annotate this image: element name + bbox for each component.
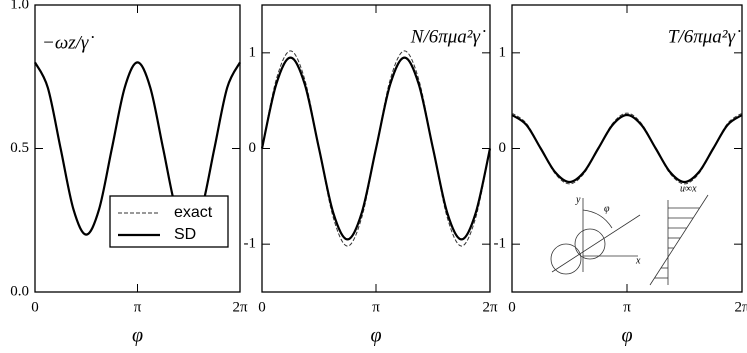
y-tick-label: -1 <box>244 236 257 252</box>
x-tick-label: 0 <box>508 299 516 315</box>
x-axis-label: φ <box>370 325 381 347</box>
series-line <box>261 50 491 247</box>
x-tick-label: 0 <box>258 299 266 315</box>
y-tick-label: 1 <box>499 44 507 60</box>
line-of-centres <box>551 214 641 273</box>
y-tick-label: 0 <box>249 140 257 156</box>
shear-profile <box>649 194 709 286</box>
x-tick-label: 2π <box>232 299 248 315</box>
inset-label: y <box>575 194 581 205</box>
x-axis-label: φ <box>132 325 143 347</box>
x-axis-label: φ <box>621 325 632 347</box>
panel-title: −ωz/γ̇ <box>42 32 94 53</box>
series-line <box>511 113 743 184</box>
inset-diagram <box>550 194 709 286</box>
y-tick-label: 1 <box>249 44 257 60</box>
inset-label: φ <box>604 203 610 214</box>
y-tick-label: -1 <box>494 236 507 252</box>
series-line <box>511 112 743 185</box>
y-tick-label: 0 <box>499 140 507 156</box>
series-line <box>260 56 492 241</box>
x-tick-label: 0 <box>31 299 39 315</box>
inset-label: u∞x <box>680 183 697 194</box>
inset-label: x <box>635 255 641 266</box>
sphere <box>550 243 582 275</box>
legend-label: exact <box>174 204 213 221</box>
x-tick-label: π <box>372 299 380 315</box>
y-tick-label: 0.0 <box>10 283 29 299</box>
y-tick-label: 0.5 <box>10 140 29 156</box>
y-tick-label: 1.0 <box>10 0 29 12</box>
panel-title: T/6πμa²γ̇ <box>668 26 741 47</box>
sphere <box>574 228 606 260</box>
x-tick-label: π <box>134 299 142 315</box>
legend-label: SD <box>174 226 196 243</box>
x-tick-label: 2π <box>734 299 747 315</box>
plot-frame <box>511 4 743 293</box>
panel-title: N/6πμa²γ̇ <box>410 26 486 47</box>
series-line <box>34 61 241 236</box>
angle-arc <box>582 209 613 229</box>
legend-box <box>109 195 229 248</box>
x-tick-label: 2π <box>482 299 498 315</box>
x-tick-label: π <box>623 299 631 315</box>
